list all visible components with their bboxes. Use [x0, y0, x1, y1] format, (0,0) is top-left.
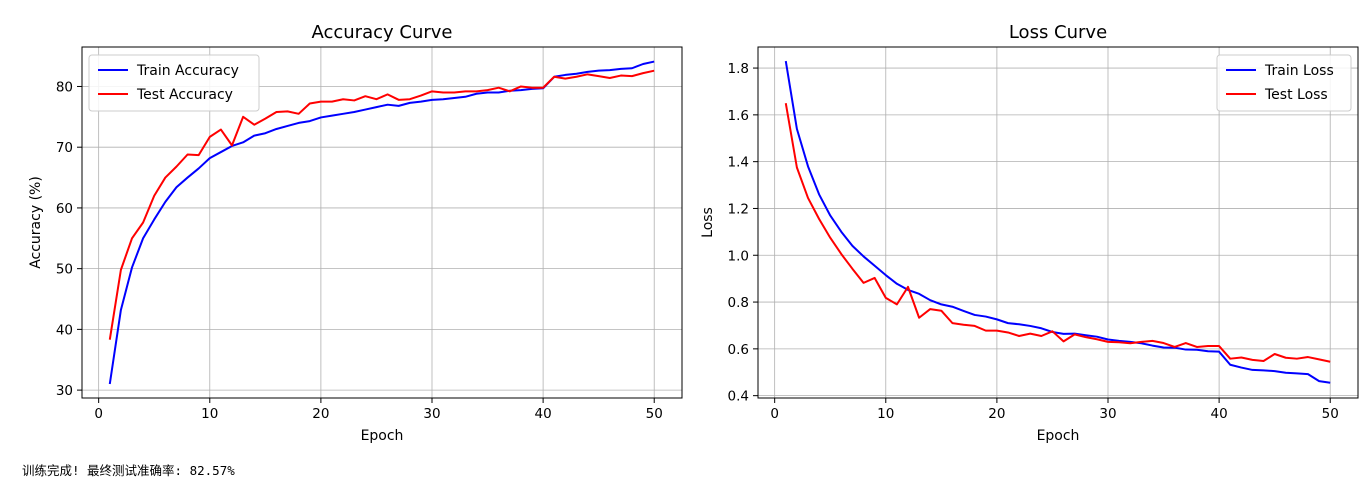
x-tick-label: 20 [312, 406, 329, 422]
x-axis-label: Epoch [361, 428, 404, 444]
x-tick-label: 50 [1322, 406, 1339, 422]
chart-title: Accuracy Curve [311, 22, 452, 43]
x-tick-label: 40 [535, 406, 552, 422]
test-loss-line [784, 102, 1331, 363]
y-tick-label: 30 [56, 383, 73, 399]
legend-box [88, 54, 260, 112]
y-tick-label: 70 [56, 140, 73, 156]
x-tick-label: 0 [770, 406, 779, 422]
y-tick-label: 40 [56, 322, 73, 338]
y-axis-label: Loss [700, 207, 716, 238]
y-tick-label: 1.4 [728, 155, 749, 171]
legend-label: Train Loss [1264, 63, 1334, 79]
training-complete-message: 训练完成! 最终测试准确率: 82.57% [22, 463, 235, 478]
x-tick-label: 10 [201, 406, 218, 422]
legend-label: Train Accuracy [136, 63, 239, 79]
legend: Train Loss Test Loss [1216, 54, 1352, 112]
x-tick-label: 40 [1211, 406, 1228, 422]
x-tick-label: 0 [94, 406, 103, 422]
train-loss-line [784, 60, 1331, 384]
legend: Train Accuracy Test Accuracy [88, 54, 260, 112]
training-curves-figure: 0 10 20 30 40 50 30 40 50 60 70 80 Accuracy Curve Epo… [28, 22, 1359, 444]
test-accuracy-line [108, 69, 655, 340]
x-tick-label: 30 [423, 406, 440, 422]
x-tick-label: 10 [877, 406, 894, 422]
y-tick-label: 0.4 [728, 389, 749, 405]
x-tick-label: 30 [1099, 406, 1116, 422]
accuracy-curve-chart: 0 10 20 30 40 50 30 40 50 60 70 80 Accuracy Curve Epo… [28, 22, 683, 444]
loss-curve-chart: 0 10 20 30 40 50 0.4 0.6 0.8 1.0 1.2 1.4 1.6 1.8 Loss … [700, 22, 1359, 444]
legend-label: Test Loss [1264, 87, 1328, 103]
y-tick-label: 1.0 [728, 248, 749, 264]
legend-label: Test Accuracy [136, 87, 233, 103]
x-axis-label: Epoch [1037, 428, 1080, 444]
y-tick-label: 0.8 [728, 295, 749, 311]
y-tick-label: 1.6 [728, 108, 749, 124]
y-tick-label: 80 [56, 79, 73, 95]
x-tick-label: 20 [988, 406, 1005, 422]
train-accuracy-line [108, 60, 655, 385]
x-tick-label: 50 [646, 406, 663, 422]
y-tick-label: 50 [56, 262, 73, 278]
y-axis-label: Accuracy (%) [28, 176, 44, 269]
plot-frame [757, 46, 1359, 399]
y-tick-label: 1.2 [728, 201, 749, 217]
y-tick-label: 1.8 [728, 61, 749, 77]
y-tick-label: 0.6 [728, 342, 749, 358]
y-tick-label: 60 [56, 201, 73, 217]
plot-frame [81, 46, 683, 399]
chart-title: Loss Curve [1009, 22, 1107, 43]
